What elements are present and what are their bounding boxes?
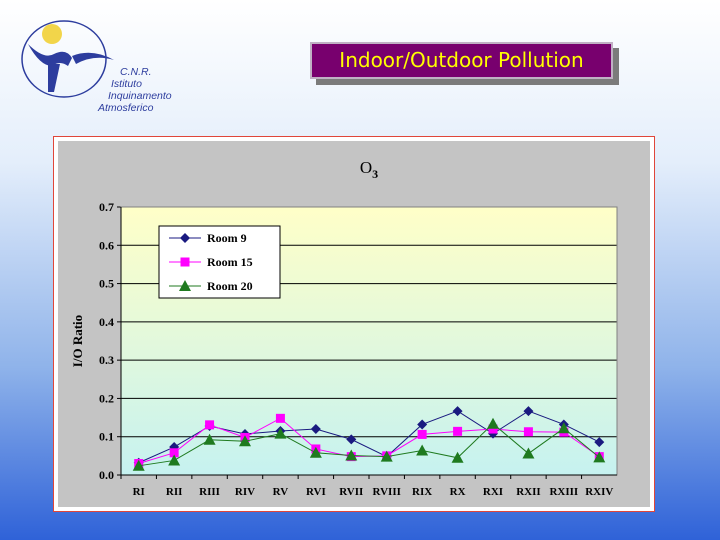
data-point (380, 450, 393, 462)
legend-label: Room 20 (207, 279, 253, 293)
data-point (417, 429, 427, 439)
page-title: Indoor/Outdoor Pollution (310, 42, 613, 79)
data-point (239, 435, 251, 447)
legend-marker (180, 257, 190, 267)
data-point (345, 449, 358, 461)
data-point (417, 419, 428, 430)
data-point (488, 424, 498, 434)
chart-title-main: O (360, 158, 372, 177)
data-point (557, 422, 570, 434)
data-point (593, 451, 606, 463)
data-point (452, 406, 463, 417)
data-point (275, 413, 285, 423)
y-tick-label: 0.3 (99, 353, 114, 367)
data-point (487, 417, 499, 429)
x-tick-label: RXIII (549, 486, 578, 498)
y-axis-label: I/O Ratio (70, 315, 85, 367)
data-point (203, 433, 216, 445)
x-tick-label: RXI (483, 486, 503, 498)
cnr-logo-graphic (21, 20, 114, 98)
data-point (523, 427, 533, 437)
title-box: Indoor/Outdoor Pollution (310, 42, 619, 85)
logo-line: Istituto (111, 78, 142, 90)
y-tick-label: 0.0 (99, 468, 114, 482)
y-tick-label: 0.2 (99, 391, 114, 405)
y-tick-label: 0.6 (99, 238, 114, 252)
chart-frame: 0.0 0.1 0.2 0.3 0.4 0.5 0.6 0.7 RI RII RIII RIV RV RV… (53, 136, 655, 512)
data-point (309, 446, 322, 458)
x-tick-label: RXIV (585, 486, 613, 498)
data-point (416, 444, 429, 456)
data-point (451, 451, 464, 463)
y-tick-label: 0.1 (99, 430, 114, 444)
series-line (138, 423, 600, 467)
x-tick-label: RV (273, 486, 289, 498)
x-tick-label: RX (450, 486, 466, 498)
y-tick-label: 0.4 (99, 315, 114, 329)
chart-title: O3 (360, 158, 378, 181)
data-point (522, 447, 535, 459)
chart-title-subscript: 3 (372, 167, 378, 181)
data-point (169, 448, 179, 458)
data-point (594, 437, 605, 448)
data-point (346, 434, 357, 445)
x-tick-label: RIII (199, 486, 220, 498)
legend-marker (180, 233, 190, 243)
legend-marker (179, 280, 191, 291)
data-point (453, 426, 463, 436)
x-tick-label: RVII (339, 486, 363, 498)
x-tick-label: RI (133, 486, 145, 498)
x-tick-label: RIV (235, 486, 255, 498)
cnr-logo: C.N.R. Istituto Inquinamento Atmosferico (14, 14, 184, 114)
x-tick-label: RXII (516, 486, 540, 498)
data-point (523, 406, 534, 417)
y-tick-label: 0.7 (99, 200, 114, 214)
logo-text: C.N.R. Istituto Inquinamento Atmosferico (98, 66, 198, 114)
x-tick-label: RVIII (373, 486, 401, 498)
logo-line: Inquinamento (108, 90, 172, 102)
data-point (132, 459, 145, 471)
legend-label: Room 9 (207, 231, 247, 245)
data-point (205, 420, 215, 430)
y-tick-label: 0.5 (99, 277, 114, 291)
x-tick-label: RIX (412, 486, 432, 498)
data-point (274, 427, 287, 439)
line-chart: 0.0 0.1 0.2 0.3 0.4 0.5 0.6 0.7 RI RII RIII RIV RV RV… (58, 141, 650, 507)
x-tick-label: RII (166, 486, 183, 498)
legend-label: Room 15 (207, 255, 253, 269)
logo-line: Atmosferico (98, 102, 154, 114)
logo-line: C.N.R. (120, 66, 152, 78)
data-point (168, 454, 181, 466)
data-point (310, 424, 321, 435)
x-tick-label: RVI (306, 486, 326, 498)
